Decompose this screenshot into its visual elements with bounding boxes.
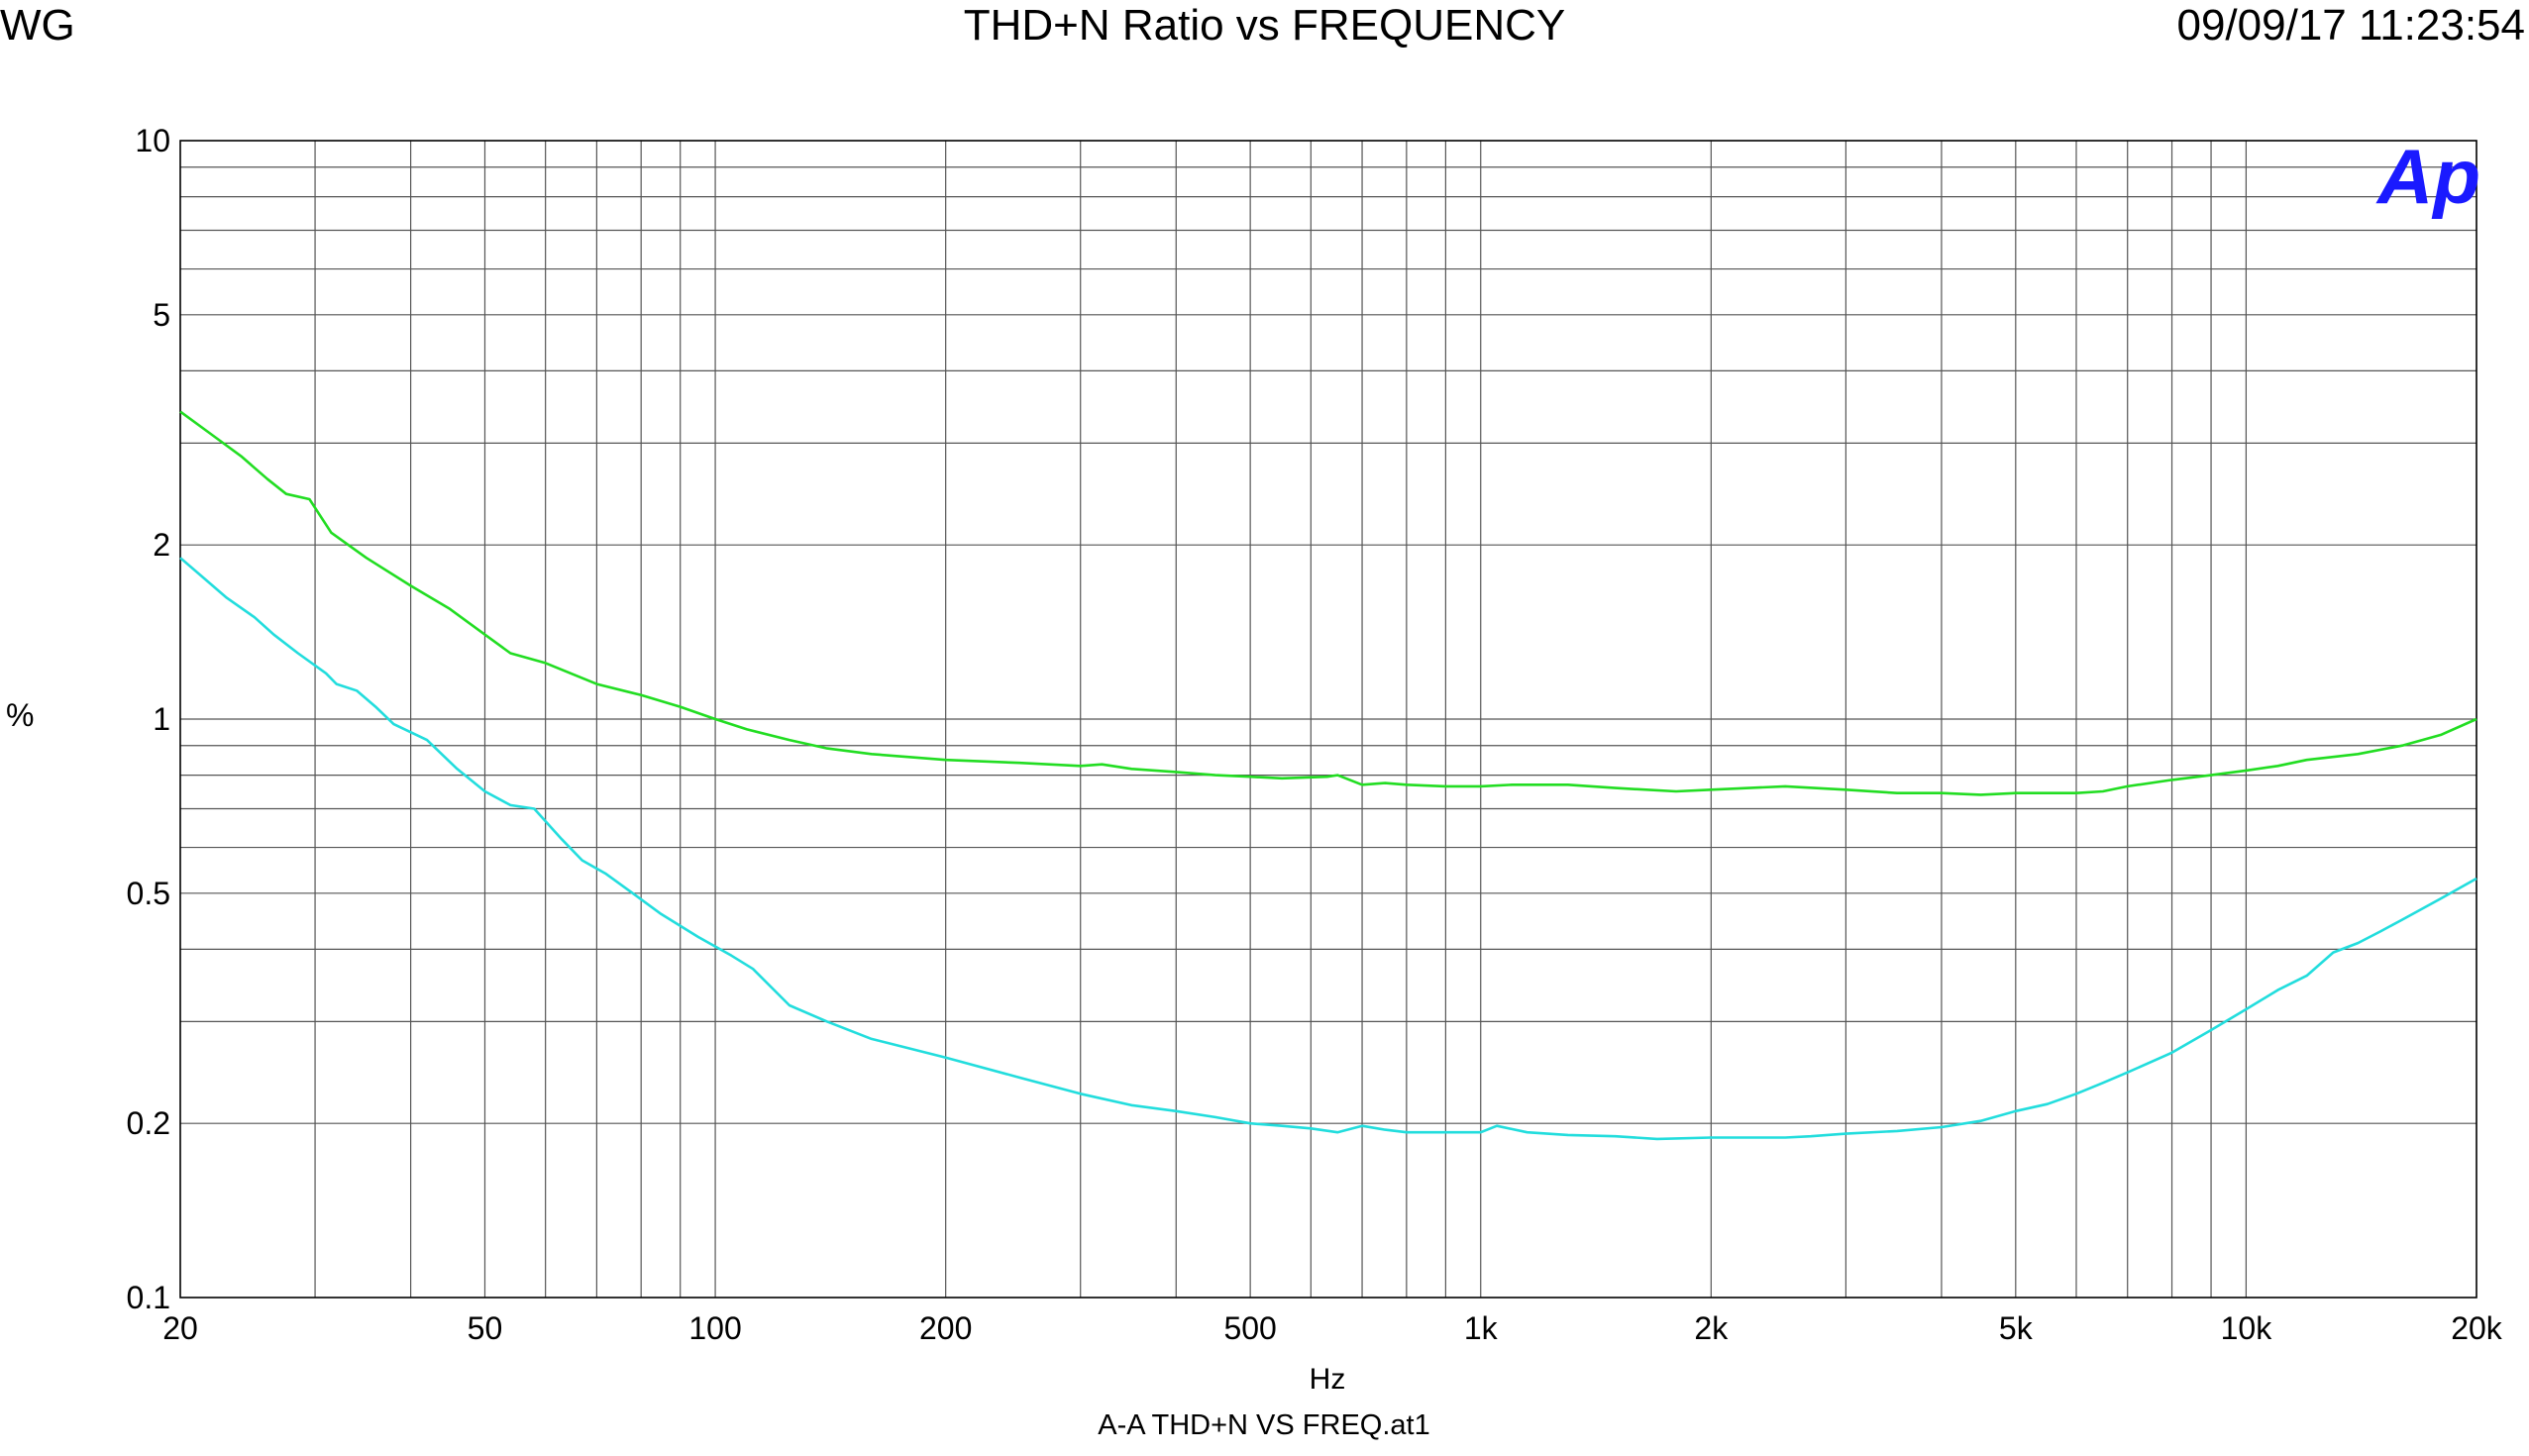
- y-tick-label: 2: [153, 527, 170, 563]
- y-tick-label: 5: [153, 297, 170, 333]
- x-tick-label: 2k: [1694, 1310, 1729, 1346]
- x-tick-label: 50: [468, 1310, 503, 1346]
- y-tick-label: 0.1: [127, 1280, 170, 1315]
- series-line-1: [179, 410, 2477, 796]
- x-tick-label: 200: [919, 1310, 972, 1346]
- series-lines: [179, 410, 2477, 1141]
- x-tick-label: 500: [1223, 1310, 1276, 1346]
- footer-filename: A-A THD+N VS FREQ.at1: [1098, 1409, 1429, 1441]
- y-tick-label: 1: [153, 701, 170, 737]
- chart-title: THD+N Ratio vs FREQUENCY: [963, 1, 1566, 50]
- grid-lines: [180, 141, 2476, 1298]
- y-tick-label: 10: [135, 123, 170, 158]
- ap-logo: Ap: [2375, 133, 2480, 220]
- header-timestamp: 09/09/17 11:23:54: [2176, 1, 2525, 50]
- x-tick-label: 1k: [1464, 1310, 1499, 1346]
- x-tick-label: 20: [162, 1310, 198, 1346]
- series-line-2: [179, 557, 2477, 1141]
- x-tick-label: 100: [688, 1310, 741, 1346]
- header-left-label: WG: [0, 1, 75, 50]
- y-axis-label: %: [6, 697, 34, 733]
- x-tick-labels: 20 50 100 200 500 1k 2k 5k 10k 20k: [162, 1310, 2503, 1346]
- x-tick-label: 10k: [2221, 1310, 2273, 1346]
- x-axis-label: Hz: [1310, 1363, 1346, 1396]
- y-tick-label: 0.5: [127, 876, 170, 911]
- x-tick-label: 20k: [2451, 1310, 2503, 1346]
- x-tick-label: 5k: [1999, 1310, 2034, 1346]
- y-tick-label: 0.2: [127, 1105, 170, 1141]
- y-tick-labels: 10 5 2 1 0.5 0.2 0.1: [127, 123, 170, 1315]
